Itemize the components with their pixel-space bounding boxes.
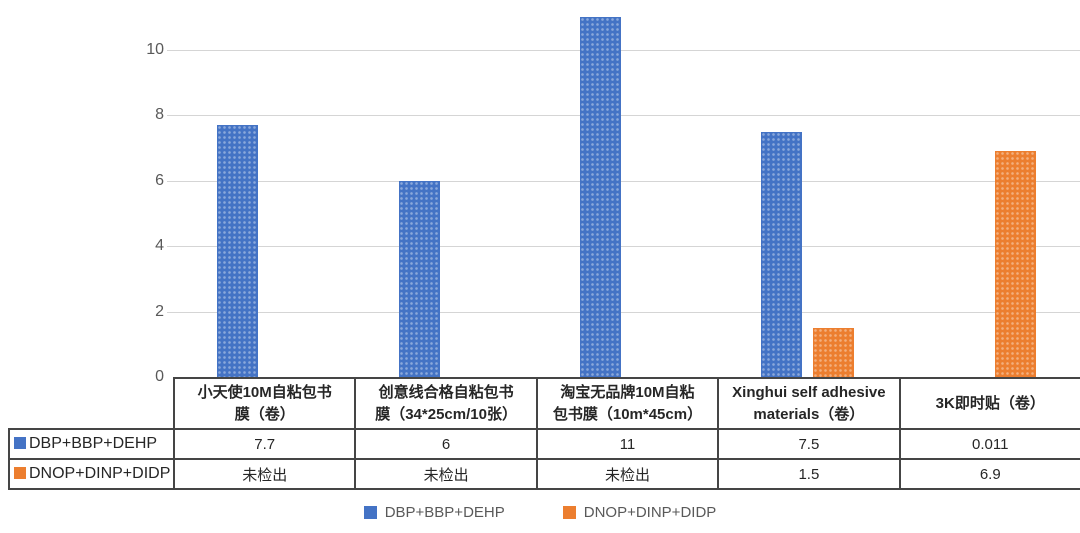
bar-DBP+BBP+DEHP <box>217 125 259 377</box>
y-tick-label: 2 <box>155 302 164 320</box>
y-tick-label: 6 <box>155 171 164 189</box>
table-value-cell: 6.9 <box>898 458 1080 490</box>
category-header-cell: 创意线合格自粘包书 膜（34*25cm/10张） <box>354 377 538 430</box>
plot-area <box>167 0 1080 377</box>
gridline <box>167 50 1080 51</box>
legend-label: DBP+BBP+DEHP <box>384 503 505 521</box>
legend-label: DNOP+DINP+DIDP <box>583 503 717 521</box>
bar-DBP+BBP+DEHP <box>761 131 803 377</box>
bar-DNOP+DINP+DIDP <box>813 327 855 377</box>
data-table: 小天使10M自粘包书 膜（卷） 创意线合格自粘包书 膜（34*25cm/10张） 淘宝无… <box>8 377 1080 490</box>
table-row: DNOP+DINP+DIDP 未检出 未检出 未检出 1.5 6.9 <box>8 458 1080 490</box>
table-value-cell: 7.7 <box>172 428 357 460</box>
table-header-row: 小天使10M自粘包书 膜（卷） 创意线合格自粘包书 膜（34*25cm/10张） 淘宝无… <box>9 377 1080 430</box>
series-swatch-icon <box>14 467 26 479</box>
table-row: DBP+BBP+DEHP 7.7 6 11 7.5 0.011 <box>8 428 1080 460</box>
series-swatch-icon <box>14 437 26 449</box>
table-value-cell: 6 <box>354 428 538 460</box>
table-value-cell: 未检出 <box>535 458 720 490</box>
gridline <box>167 311 1080 313</box>
table-value-cell: 1.5 <box>717 458 901 490</box>
table-value-cell: 7.5 <box>717 428 901 460</box>
bar-DNOP+DINP+DIDP <box>994 151 1036 377</box>
chart-legend: DBP+BBP+DEHP DNOP+DINP+DIDP <box>0 500 1080 524</box>
legend-item: DNOP+DINP+DIDP <box>562 503 717 521</box>
bar-chart: 0 2 4 6 8 10 <box>146 0 1080 385</box>
category-header-cell: 3K即时贴（卷） <box>898 377 1080 430</box>
legend-swatch-icon <box>363 505 377 519</box>
bar-DBP+BBP+DEHP <box>580 17 621 377</box>
table-value-cell: 未检出 <box>354 458 538 490</box>
bar-DBP+BBP+DEHP <box>398 180 440 377</box>
legend-swatch-icon <box>562 505 576 519</box>
category-header-cell: 淘宝无品牌10M自粘 包书膜（10m*45cm） <box>535 377 720 430</box>
y-tick-label: 10 <box>146 41 164 58</box>
category-header-cell: Xinghui self adhesive materials（卷） <box>717 377 901 430</box>
category-header-cell: 小天使10M自粘包书 膜（卷） <box>172 377 357 430</box>
legend-item: DBP+BBP+DEHP <box>363 503 505 521</box>
table-value-cell: 11 <box>535 428 720 460</box>
table-value-cell: 未检出 <box>172 458 357 490</box>
table-corner-cell <box>9 378 174 429</box>
gridline <box>167 115 1080 117</box>
y-tick-label: 8 <box>155 106 164 124</box>
table-value-cell: 0.011 <box>898 428 1080 460</box>
y-tick-label: 4 <box>155 237 164 255</box>
y-tick-label: 0 <box>155 368 164 385</box>
gridline <box>167 246 1080 248</box>
series-row-header: DNOP+DINP+DIDP <box>8 458 175 490</box>
series-row-header: DBP+BBP+DEHP <box>8 428 175 460</box>
gridline <box>167 180 1080 182</box>
